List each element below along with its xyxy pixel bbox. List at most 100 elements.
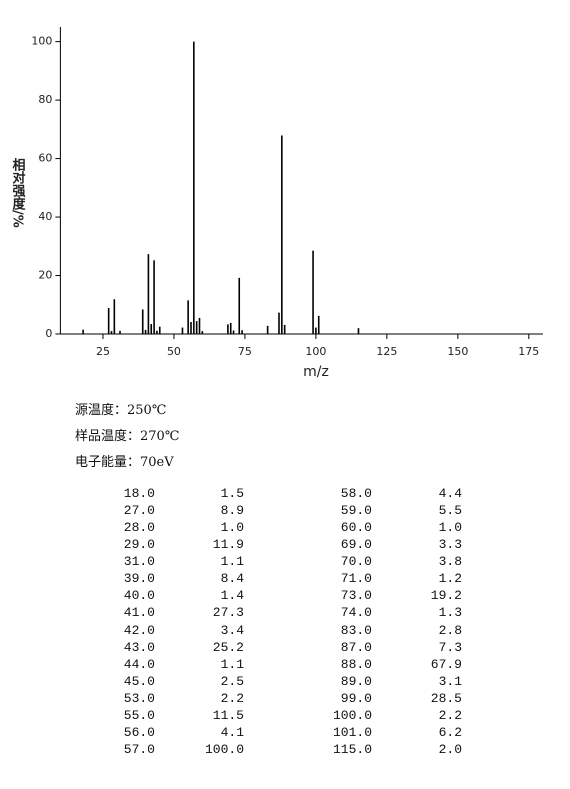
table-cell: 4.1: [220, 724, 244, 740]
chart: m/z 相对强度/% 0 20 40 60 80 100 25 50 75 100 125 150 17…: [10, 27, 543, 380]
table-cell: 59.0: [340, 503, 372, 519]
table-cell: 89.0: [340, 673, 372, 689]
peak: [195, 321, 198, 334]
peak: [141, 309, 144, 334]
table-cell: 60.0: [340, 520, 372, 536]
table-cell: 27.0: [123, 503, 155, 519]
peak: [113, 299, 116, 334]
peak: [317, 315, 320, 334]
peak: [198, 317, 201, 334]
table-cell: 3.1: [438, 673, 462, 689]
table-cell: 40.0: [123, 588, 155, 604]
peak: [147, 254, 150, 334]
table-cell: 70.0: [340, 554, 372, 570]
peak: [232, 330, 235, 334]
x-axis-label: m/z: [303, 364, 329, 380]
table-cell: 53.0: [123, 690, 155, 706]
peak: [193, 41, 195, 334]
table-cell: 31.0: [123, 554, 155, 570]
table-cell: 1.0: [220, 520, 244, 536]
table-cell: 8.9: [220, 503, 244, 519]
table-cell: 39.0: [123, 571, 155, 587]
table-cell: 115.0: [332, 742, 372, 758]
table-cell: 3.3: [438, 537, 462, 553]
peak: [156, 330, 158, 334]
y-tick-label: 20: [38, 269, 52, 282]
table-cell: 11.9: [212, 537, 244, 553]
peak: [181, 327, 184, 334]
table-cell: 44.0: [123, 656, 155, 672]
peak: [158, 326, 161, 334]
table-cell: 5.5: [438, 503, 462, 519]
table-cell: 2.0: [438, 742, 462, 758]
table-cell: 73.0: [340, 588, 372, 604]
table-cell: 41.0: [123, 605, 155, 621]
peak: [238, 277, 241, 334]
peak: [119, 330, 121, 334]
y-tick-label: 0: [45, 327, 52, 340]
table-cell: 28.5: [430, 690, 462, 706]
peak: [315, 327, 317, 334]
table-cell: 2.5: [220, 673, 244, 689]
peak: [241, 330, 243, 334]
table-cell: 25.2: [212, 639, 244, 655]
table-cell: 101.0: [332, 724, 372, 740]
peak: [201, 331, 204, 334]
x-tick-label: 125: [376, 345, 397, 358]
info-line: 电子能量：70eV: [75, 455, 174, 470]
table-cell: 19.2: [430, 588, 462, 604]
y-tick-label: 100: [31, 35, 52, 48]
table-cell: 6.2: [438, 724, 462, 740]
table-cell: 56.0: [123, 724, 155, 740]
peak: [266, 325, 269, 334]
table-cell: 87.0: [340, 639, 372, 655]
y-tick-label: 40: [38, 210, 52, 223]
table-cell: 18.0: [123, 486, 155, 501]
y-tick-label: 60: [38, 152, 52, 165]
table-cell: 1.3: [438, 605, 462, 621]
table-cell: 2.2: [438, 707, 462, 723]
table-cell: 100.0: [204, 742, 244, 758]
table-cell: 1.2: [438, 571, 462, 587]
table-cell: 3.8: [438, 554, 462, 570]
peak: [82, 329, 84, 334]
table-cell: 1.1: [220, 554, 244, 570]
table-cell: 1.4: [220, 588, 244, 604]
table-cell: 43.0: [123, 639, 155, 655]
x-tick-label: 150: [447, 345, 468, 358]
y-tick-label: 80: [38, 93, 52, 106]
x-tick-label: 50: [167, 345, 181, 358]
info-line: 样品温度：270℃: [75, 429, 180, 444]
table-cell: 100.0: [332, 707, 372, 723]
x-tick-label: 175: [518, 345, 539, 358]
table-cell: 88.0: [340, 656, 372, 672]
peak: [110, 331, 113, 334]
peak: [283, 324, 286, 334]
table-cell: 2.8: [438, 622, 462, 638]
table-cell: 69.0: [340, 537, 372, 553]
table-cell: 74.0: [340, 605, 372, 621]
table-cell: 45.0: [123, 673, 155, 689]
peak: [144, 329, 147, 334]
table-cell: 27.3: [212, 605, 244, 621]
peak: [107, 307, 110, 334]
table-cell: 83.0: [340, 622, 372, 638]
table-cell: 67.9: [430, 656, 462, 672]
table-cell: 1.5: [220, 486, 244, 501]
peak: [150, 324, 153, 334]
table-cell: 8.4: [220, 571, 244, 587]
peak: [357, 328, 360, 334]
peak: [187, 300, 189, 334]
table-cell: 28.0: [123, 520, 155, 536]
x-tick-label: 25: [96, 345, 110, 358]
peak: [153, 260, 155, 334]
table-cell: 55.0: [123, 707, 155, 723]
table-cell: 2.2: [220, 690, 244, 706]
table-cell: 42.0: [123, 622, 155, 638]
info-line: 源温度：250℃: [75, 403, 167, 418]
x-tick-label: 100: [305, 345, 326, 358]
table-cell: 99.0: [340, 690, 372, 706]
peak: [190, 322, 192, 334]
y-axis-label: 相对强度/%: [10, 157, 26, 227]
